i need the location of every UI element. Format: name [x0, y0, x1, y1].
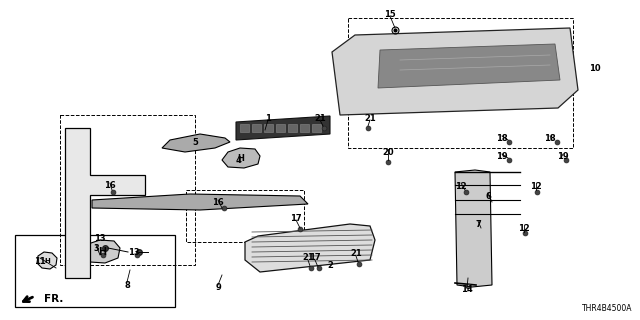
Text: H: H	[98, 247, 106, 257]
Text: 21: 21	[364, 114, 376, 123]
Text: 3: 3	[93, 244, 99, 252]
Polygon shape	[240, 124, 249, 132]
Text: 20: 20	[382, 148, 394, 156]
Text: 4: 4	[235, 156, 241, 164]
Polygon shape	[455, 170, 492, 287]
Text: 18: 18	[544, 133, 556, 142]
Text: 12: 12	[530, 181, 542, 190]
Bar	[186, 190, 304, 242]
Polygon shape	[312, 124, 321, 132]
Polygon shape	[236, 116, 330, 140]
Text: 16: 16	[104, 180, 116, 189]
Text: THR4B4500A: THR4B4500A	[582, 304, 632, 313]
Text: 15: 15	[384, 10, 396, 19]
Text: 18: 18	[496, 133, 508, 142]
Polygon shape	[378, 44, 560, 88]
Text: 16: 16	[212, 197, 224, 206]
Polygon shape	[332, 28, 578, 115]
Text: 12: 12	[518, 223, 530, 233]
Text: 2: 2	[327, 260, 333, 269]
Text: 11: 11	[34, 257, 46, 266]
Polygon shape	[300, 124, 309, 132]
Polygon shape	[83, 240, 120, 263]
Text: 9: 9	[215, 284, 221, 292]
Text: H: H	[237, 154, 244, 163]
Text: 21: 21	[314, 114, 326, 123]
Text: 21: 21	[302, 253, 314, 262]
Polygon shape	[65, 128, 145, 278]
Text: 17: 17	[309, 253, 321, 262]
Text: 17: 17	[290, 213, 302, 222]
Polygon shape	[222, 148, 260, 168]
Text: 6: 6	[485, 191, 491, 201]
Text: 13: 13	[94, 234, 106, 243]
Polygon shape	[276, 124, 285, 132]
Bar	[348, 18, 573, 148]
Text: 21: 21	[350, 250, 362, 259]
Text: 1: 1	[265, 114, 271, 123]
Text: 7: 7	[475, 220, 481, 228]
Polygon shape	[162, 134, 230, 152]
Polygon shape	[252, 124, 261, 132]
Polygon shape	[288, 124, 297, 132]
Text: H: H	[44, 258, 50, 264]
Text: 12: 12	[455, 181, 467, 190]
Text: FR.: FR.	[44, 294, 63, 304]
Text: 10: 10	[589, 63, 601, 73]
Text: 5: 5	[192, 138, 198, 147]
Polygon shape	[264, 124, 273, 132]
Polygon shape	[245, 224, 375, 272]
Bar	[60, 115, 195, 265]
Text: 13: 13	[128, 247, 140, 257]
Text: 8: 8	[124, 281, 130, 290]
Bar	[15, 235, 175, 307]
Text: 19: 19	[496, 151, 508, 161]
Polygon shape	[92, 194, 308, 210]
Text: 19: 19	[557, 151, 569, 161]
Text: 14: 14	[461, 285, 473, 294]
Polygon shape	[37, 252, 57, 269]
